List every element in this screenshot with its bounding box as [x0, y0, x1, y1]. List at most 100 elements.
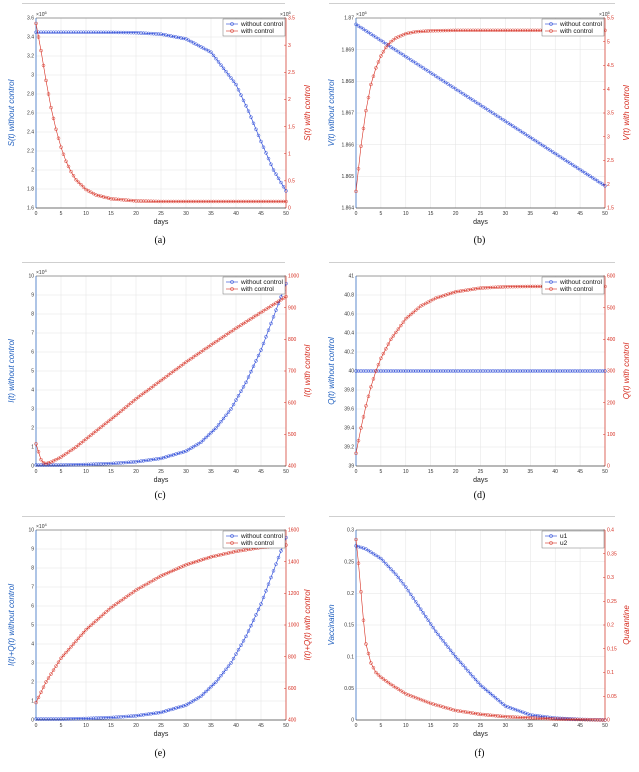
data-point: [443, 28, 448, 33]
x-tick-label: 30: [503, 469, 509, 475]
data-point: [109, 461, 113, 466]
data-point: [436, 703, 440, 708]
y-left-axis-label: V(t) without control: [327, 79, 336, 146]
legend-marker: [230, 29, 234, 33]
data-point: [96, 462, 101, 466]
data-point: [99, 716, 103, 720]
data-point: [533, 28, 538, 33]
data-point: [580, 369, 585, 373]
data-point: [166, 708, 171, 712]
data-point: [114, 461, 118, 465]
data-point: [134, 460, 138, 464]
data-point: [279, 298, 283, 302]
data-point: [379, 54, 383, 58]
data-point: [483, 106, 488, 111]
legend-label: with control: [559, 286, 593, 293]
data-point: [496, 114, 500, 119]
y-right-axis-label: Quarantine: [622, 605, 631, 645]
data-point: [161, 455, 166, 460]
data-point: [578, 167, 582, 172]
data-point: [54, 463, 58, 467]
data-point: [516, 369, 520, 373]
data-point: [431, 369, 435, 373]
data-point: [214, 680, 218, 684]
data-point: [506, 28, 510, 33]
data-point: [590, 369, 595, 373]
axis-exponent: ×104: [36, 522, 47, 530]
data-point: [384, 347, 388, 351]
data-point: [181, 36, 186, 41]
data-point: [371, 552, 376, 556]
data-point: [443, 369, 448, 373]
data-point: [441, 369, 445, 373]
data-point: [575, 369, 580, 373]
data-point: [518, 129, 523, 133]
data-point: [61, 30, 66, 34]
data-point: [196, 559, 201, 563]
data-point: [516, 715, 520, 719]
data-point: [423, 369, 428, 373]
data-point: [261, 145, 266, 149]
data-point: [523, 132, 528, 136]
data-point: [129, 30, 133, 35]
data-point: [44, 78, 48, 83]
data-point: [431, 72, 435, 77]
data-point: [379, 675, 383, 679]
data-point: [274, 562, 278, 566]
data-point: [476, 712, 480, 716]
data-point: [588, 717, 592, 722]
x-tick-label: 30: [503, 211, 509, 217]
data-point: [281, 296, 286, 300]
data-point: [501, 369, 505, 373]
data-point: [419, 369, 423, 373]
data-point: [44, 461, 48, 466]
data-point: [481, 28, 485, 33]
y-left-tick-label: 1: [31, 445, 34, 451]
data-point: [36, 717, 41, 721]
legend-label: with control: [559, 28, 593, 35]
data-point: [96, 193, 101, 198]
data-point: [79, 441, 83, 445]
data-point: [121, 460, 126, 465]
data-point: [491, 285, 495, 290]
data-point: [399, 323, 403, 328]
y-right-tick-label: 0.35: [607, 551, 617, 557]
data-point: [419, 607, 423, 611]
data-point: [458, 709, 463, 713]
data-point: [478, 712, 483, 717]
data-point: [91, 30, 96, 35]
x-tick-label: 40: [552, 723, 558, 729]
data-point: [126, 30, 131, 35]
data-point: [493, 28, 498, 33]
data-point: [471, 287, 475, 291]
data-point: [401, 53, 406, 57]
data-point: [146, 387, 151, 392]
data-point: [379, 556, 383, 561]
data-point: [131, 714, 136, 718]
data-point: [139, 199, 143, 203]
data-point: [361, 546, 366, 550]
data-point: [416, 62, 420, 67]
data-point: [354, 451, 358, 456]
data-point: [394, 369, 398, 373]
y-left-tick-label: 0.3: [347, 528, 354, 534]
data-point: [558, 717, 562, 721]
data-point: [104, 195, 108, 200]
data-point: [481, 712, 485, 717]
data-point: [456, 369, 460, 373]
data-point: [409, 369, 413, 373]
y-left-axis-label: I(t) without control: [7, 339, 16, 403]
legend-label: without control: [559, 279, 602, 286]
data-point: [463, 93, 468, 98]
data-point: [386, 369, 391, 373]
data-point: [526, 712, 530, 716]
data-point: [536, 716, 540, 720]
data-point: [518, 709, 523, 714]
data-point: [550, 150, 555, 154]
data-point: [473, 677, 478, 682]
chart-panel-a: 0 5 10 15 20 25 30 35 40 45 50 1.6 1.8 2 2.2 2.4 2.6 2.8 3…: [0, 0, 320, 255]
data-point: [511, 707, 515, 711]
data-point: [411, 30, 415, 34]
